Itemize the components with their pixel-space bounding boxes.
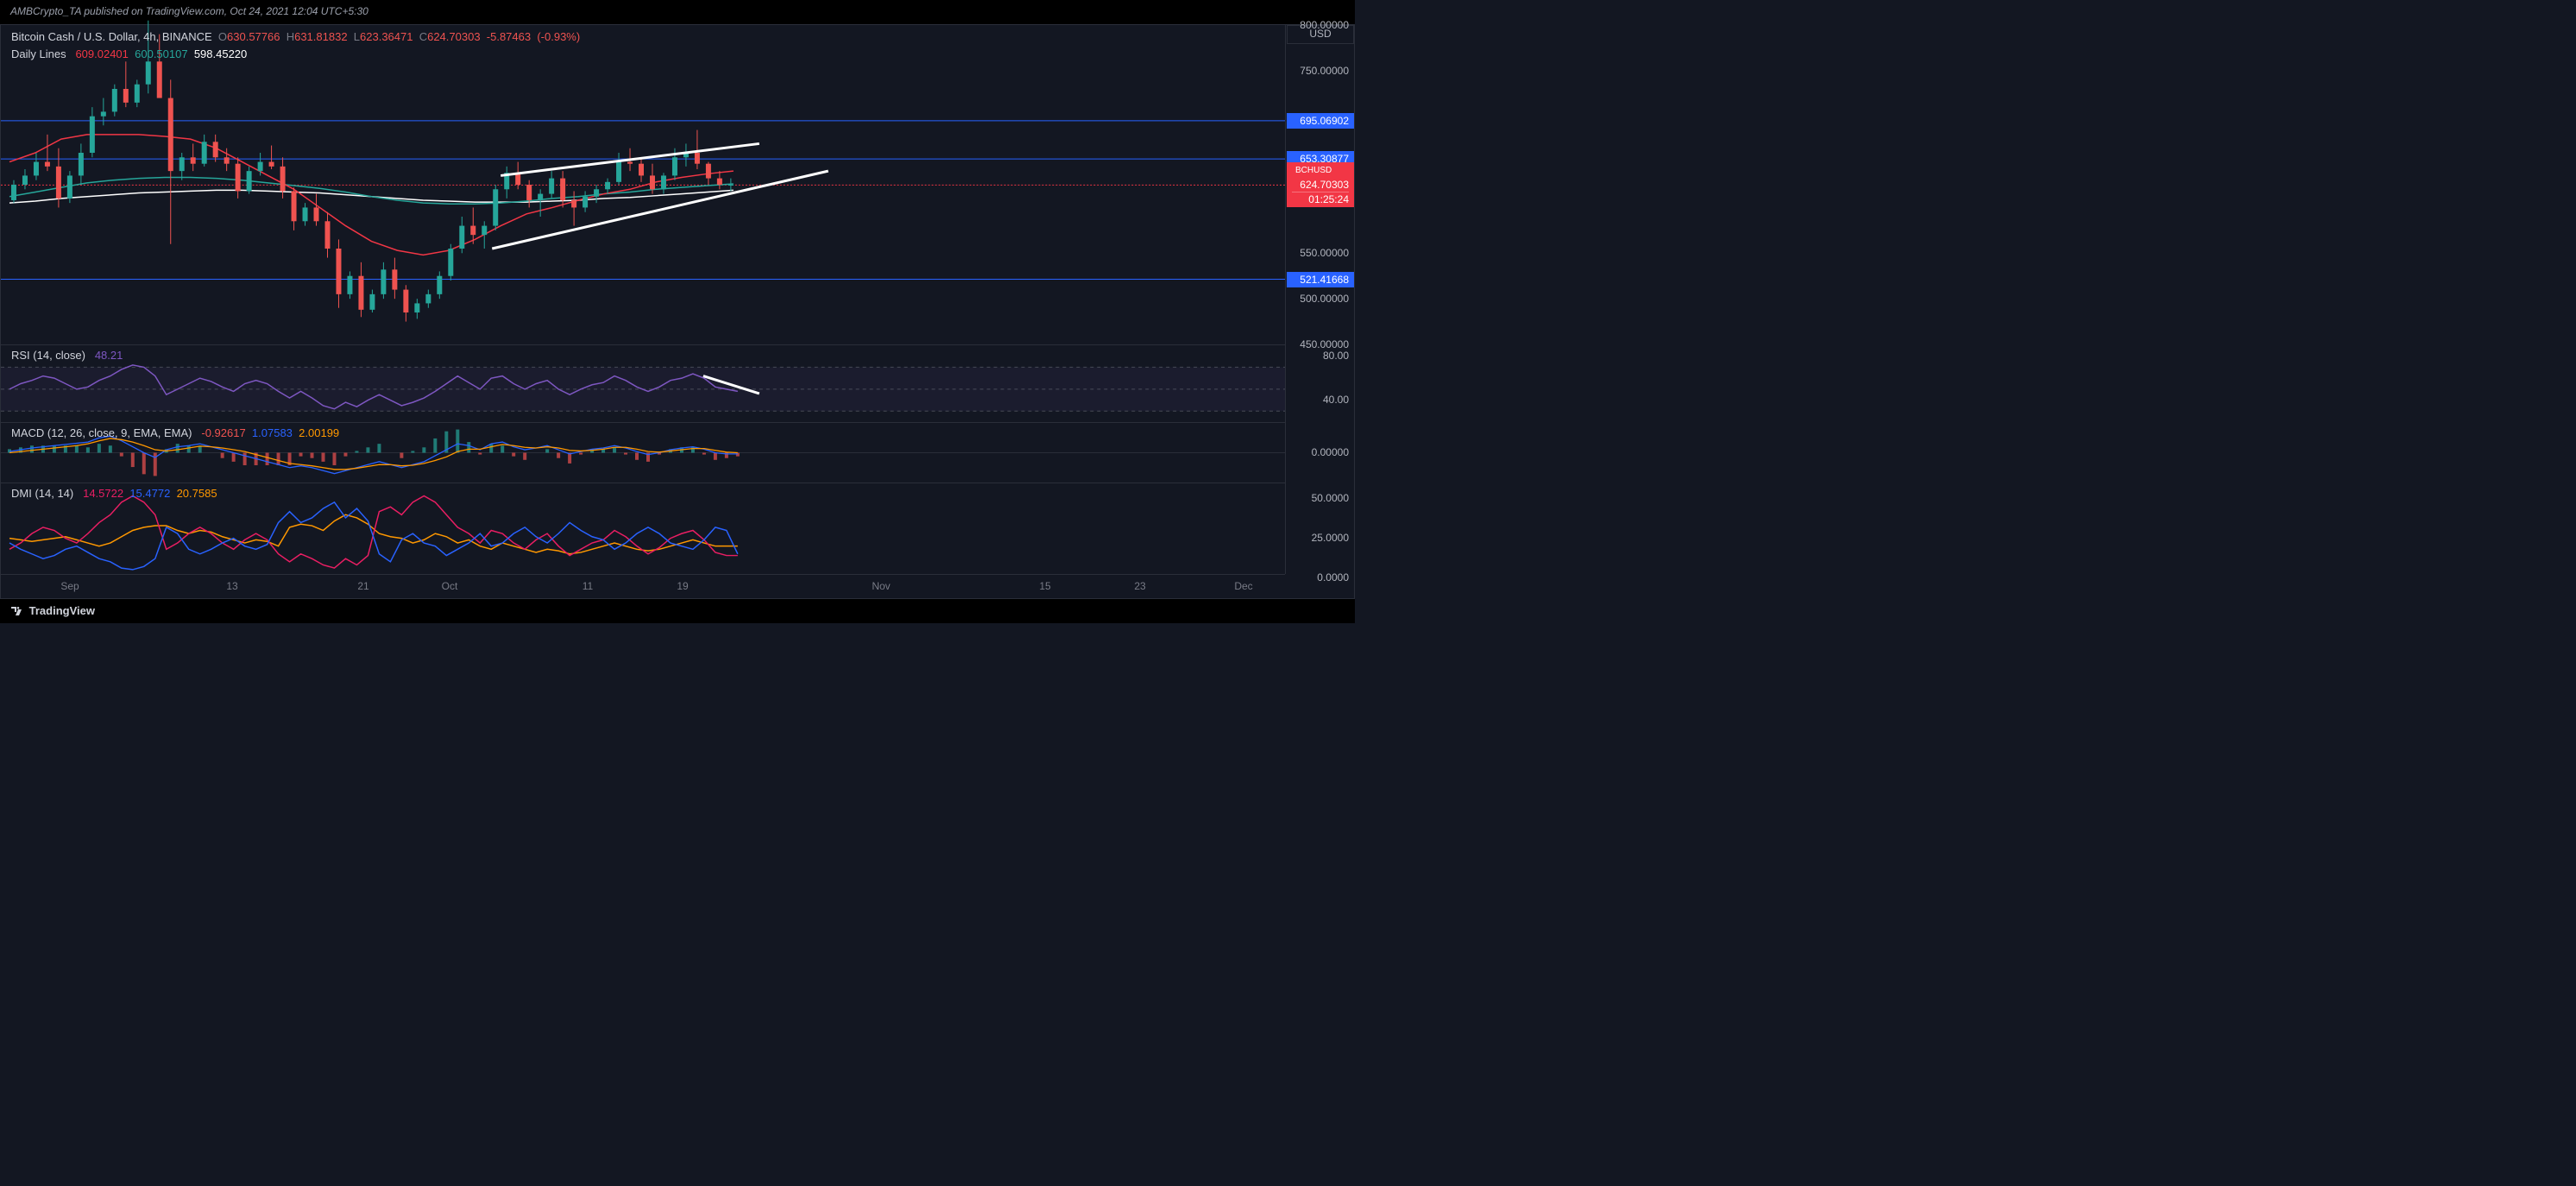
dmi-legend: DMI (14, 14) 14.5722 15.4772 20.7585 (11, 487, 217, 500)
rsi-legend: RSI (14, close) 48.21 (11, 349, 123, 362)
y-axis-label: 750.00000 (1300, 65, 1349, 77)
y-axis-label: 0.0000 (1317, 571, 1349, 584)
rsi-svg[interactable] (1, 345, 1285, 422)
x-axis-label: 11 (583, 580, 593, 592)
y-axis-right[interactable]: 800.00000750.00000550.00000500.00000450.… (1285, 25, 1354, 574)
y-axis-label: 0.00000 (1312, 446, 1349, 458)
y-axis-label: 40.00 (1323, 394, 1349, 406)
x-axis-label: 21 (357, 580, 368, 592)
macd-legend: MACD (12, 26, close, 9, EMA, EMA) -0.926… (11, 426, 339, 439)
x-axis-label: Dec (1234, 580, 1252, 592)
x-axis-label: 13 (226, 580, 237, 592)
symbol-legend: Bitcoin Cash / U.S. Dollar, 4h, BINANCE … (11, 30, 580, 43)
current-price-label: BCHUSD624.7030301:25:24 (1287, 162, 1354, 207)
y-axis-label: 695.06902 (1287, 113, 1354, 129)
y-axis-label: 80.00 (1323, 350, 1349, 362)
x-axis-label: 23 (1134, 580, 1145, 592)
rsi-panel[interactable]: RSI (14, close) 48.21 (1, 344, 1285, 422)
x-axis[interactable]: Sep 13 21 Oct 11 19 Nov 15 23 Dec (1, 574, 1285, 598)
x-axis-label: 19 (677, 580, 688, 592)
macd-panel[interactable]: MACD (12, 26, close, 9, EMA, EMA) -0.926… (1, 422, 1285, 483)
y-axis-label: 25.0000 (1312, 532, 1349, 544)
price-panel[interactable]: Bitcoin Cash / U.S. Dollar, 4h, BINANCE … (1, 25, 1285, 344)
y-axis-label: 550.00000 (1300, 247, 1349, 259)
price-chart-svg[interactable] (1, 25, 1285, 344)
chart-container[interactable]: USD Bitcoin Cash / U.S. Dollar, 4h, BINA… (0, 24, 1355, 599)
dmi-panel[interactable]: DMI (14, 14) 14.5722 15.4772 20.7585 (1, 483, 1285, 577)
x-axis-label: Oct (442, 580, 458, 592)
x-axis-label: Sep (60, 580, 79, 592)
x-axis-label: 15 (1039, 580, 1050, 592)
tradingview-logo-icon (10, 604, 22, 616)
daily-lines-legend: Daily Lines 609.02401 600.50107 598.4522… (11, 47, 247, 60)
footer: TradingView (0, 599, 1355, 623)
x-axis-label: Nov (872, 580, 890, 592)
y-axis-label: 800.00000 (1300, 19, 1349, 31)
footer-brand: TradingView (29, 604, 95, 617)
publisher-header: AMBCrypto_TA published on TradingView.co… (0, 0, 1355, 24)
y-axis-label: 521.41668 (1287, 272, 1354, 287)
y-axis-label: 500.00000 (1300, 293, 1349, 305)
y-axis-label: 50.0000 (1312, 492, 1349, 504)
